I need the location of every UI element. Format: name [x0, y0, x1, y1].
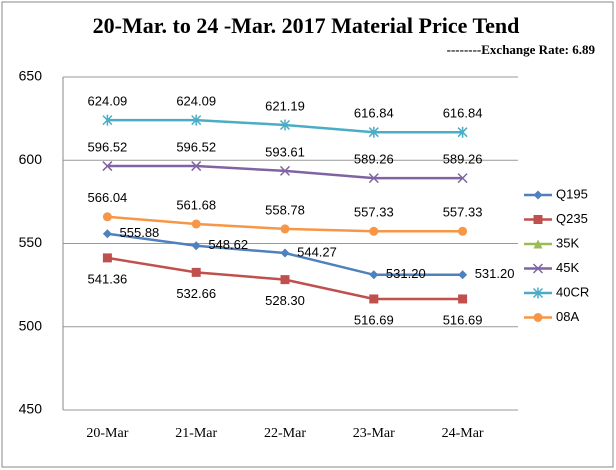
marker: [191, 241, 201, 251]
value-label: 593.61: [265, 144, 305, 159]
value-label: 557.33: [443, 205, 483, 220]
marker: [458, 226, 468, 236]
value-label: 528.30: [265, 293, 305, 308]
y-tick-label: 600: [19, 151, 43, 167]
chart-subtitle: --------Exchange Rate: 6.89: [447, 42, 596, 57]
value-label: 548.62: [208, 237, 248, 252]
value-label: 557.33: [354, 205, 394, 220]
value-label: 566.04: [88, 190, 128, 205]
value-label: 596.52: [176, 139, 216, 154]
marker: [102, 253, 112, 263]
marker: [458, 294, 468, 304]
y-tick-label: 450: [19, 401, 43, 417]
value-label: 596.52: [88, 139, 128, 154]
legend-label: Q235: [556, 211, 588, 226]
marker: [102, 212, 112, 222]
marker: [533, 313, 543, 322]
x-tick-label: 21-Mar: [175, 426, 217, 441]
marker: [369, 270, 379, 280]
value-label: 531.20: [386, 266, 426, 281]
marker: [533, 239, 543, 249]
marker: [191, 267, 201, 277]
marker: [532, 287, 544, 299]
marker: [280, 248, 290, 258]
value-label: 624.09: [88, 94, 128, 109]
marker: [457, 173, 468, 184]
value-label: 561.68: [176, 197, 216, 212]
marker: [280, 275, 290, 285]
value-label: 621.19: [265, 98, 305, 113]
value-label: 555.88: [120, 225, 160, 240]
marker: [191, 114, 202, 126]
marker: [279, 165, 291, 176]
value-label: 616.84: [443, 106, 483, 121]
marker: [458, 270, 468, 280]
value-label: 541.36: [88, 271, 128, 286]
marker: [191, 161, 202, 172]
marker: [102, 114, 113, 126]
x-tick-label: 24-Mar: [442, 426, 484, 441]
y-tick-label: 650: [19, 68, 43, 84]
marker: [369, 226, 379, 236]
marker: [280, 224, 290, 234]
marker: [368, 126, 379, 138]
marker: [533, 215, 543, 224]
value-label: 589.26: [354, 152, 394, 167]
value-label: 531.20: [475, 266, 515, 281]
value-label: 558.78: [265, 202, 305, 217]
marker: [368, 173, 379, 184]
value-label: 589.26: [443, 152, 483, 167]
legend-label: Q195: [556, 186, 588, 201]
value-label: 544.27: [297, 244, 337, 259]
marker: [533, 190, 543, 200]
marker: [279, 119, 291, 131]
marker: [457, 126, 468, 138]
x-tick-label: 20-Mar: [86, 426, 128, 441]
legend-label: 40CR: [556, 284, 589, 299]
value-label: 532.66: [176, 286, 216, 301]
marker: [369, 294, 379, 304]
y-tick-label: 500: [19, 317, 43, 333]
legend-label: 35K: [556, 235, 579, 250]
value-label: 516.69: [443, 312, 483, 327]
x-tick-label: 23-Mar: [353, 426, 395, 441]
legend-label: 45K: [556, 260, 579, 275]
value-label: 516.69: [354, 312, 394, 327]
value-label: 616.84: [354, 106, 394, 121]
chart-title: 20-Mar. to 24 -Mar. 2017 Material Price …: [93, 13, 520, 38]
value-label: 624.09: [176, 94, 216, 109]
marker: [102, 229, 112, 239]
marker: [191, 219, 201, 229]
marker: [532, 263, 544, 274]
y-tick-label: 550: [19, 234, 43, 250]
legend-label: 08A: [556, 309, 579, 324]
marker: [102, 161, 113, 172]
x-tick-label: 22-Mar: [264, 426, 306, 441]
